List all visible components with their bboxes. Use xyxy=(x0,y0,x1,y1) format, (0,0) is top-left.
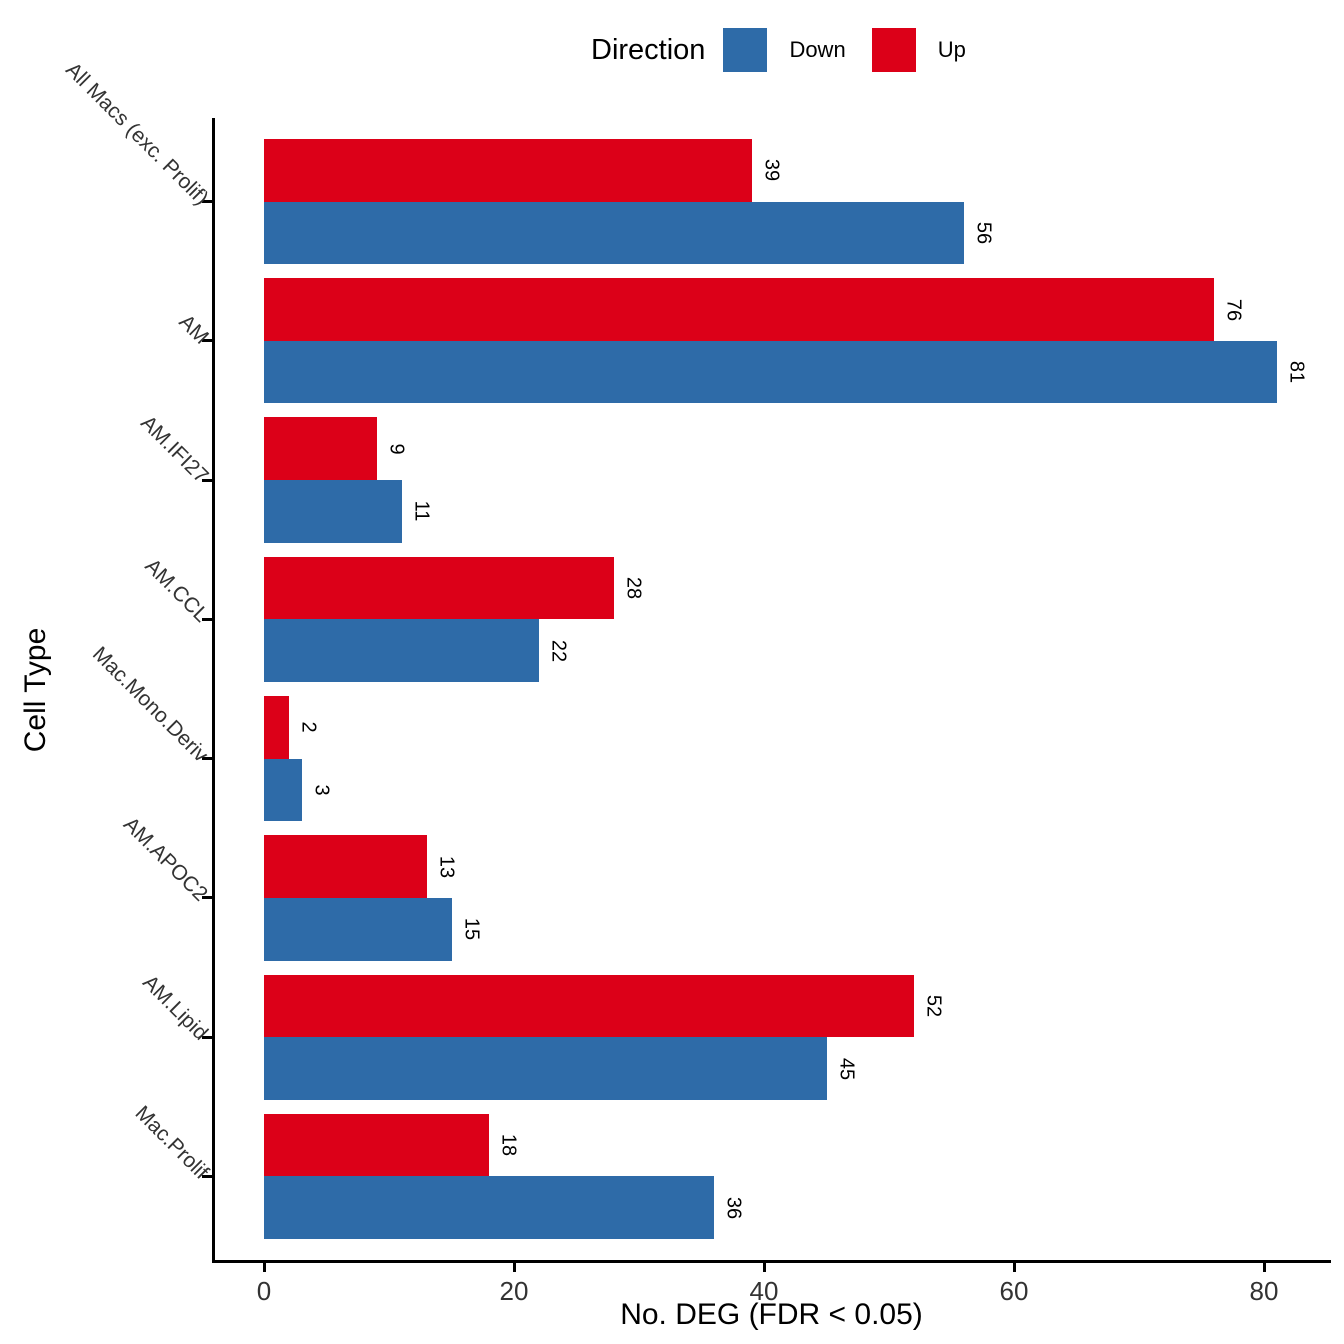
y-tick xyxy=(202,1174,212,1178)
bar-value-label: 45 xyxy=(835,1057,857,1080)
y-tick xyxy=(202,200,212,204)
bar-value-label: 56 xyxy=(972,221,995,245)
bar-up xyxy=(264,696,289,759)
bar-up xyxy=(264,556,614,620)
y-tick xyxy=(202,478,212,482)
bar-value-label: 9 xyxy=(385,443,407,455)
y-axis-line xyxy=(212,118,215,1263)
legend-label-up: Up xyxy=(937,37,966,62)
y-tick xyxy=(202,339,212,343)
y-tick-label: AM.Lipid xyxy=(138,970,213,1045)
bar-down xyxy=(264,1037,827,1100)
x-tick xyxy=(262,1263,266,1272)
y-tick-label: AM.IFI27 xyxy=(135,411,213,488)
y-tick xyxy=(202,1035,212,1039)
y-tick xyxy=(202,757,212,761)
bar-value-label: 15 xyxy=(460,918,482,941)
bar-up xyxy=(264,417,377,481)
x-tick xyxy=(1262,1263,1266,1272)
x-tick xyxy=(762,1263,766,1272)
x-axis-title: No. DEG (FDR < 0.05) xyxy=(620,1298,923,1331)
legend: Direction Down Up xyxy=(591,26,992,74)
bar-up xyxy=(264,278,1214,341)
bar-value-label: 28 xyxy=(622,576,645,600)
x-tick xyxy=(1012,1263,1016,1272)
bar-value-label: 2 xyxy=(297,721,320,733)
bar-down xyxy=(264,480,402,543)
legend-title: Direction xyxy=(591,33,706,66)
y-tick-label: AM xyxy=(173,310,213,349)
x-tick-label: 0 xyxy=(256,1276,272,1306)
x-tick-label: 60 xyxy=(999,1276,1029,1306)
y-tick-label: AM.APOC2 xyxy=(119,812,213,906)
bar-value-label: 52 xyxy=(922,994,945,1017)
bar-value-label: 22 xyxy=(547,639,570,662)
bar-up xyxy=(264,138,752,202)
bar-value-label: 11 xyxy=(410,501,432,522)
x-axis-line xyxy=(212,1260,1331,1263)
bar-down xyxy=(264,1176,714,1240)
x-tick xyxy=(512,1263,516,1272)
bar-up xyxy=(264,835,427,898)
bar-value-label: 81 xyxy=(1285,361,1307,384)
x-tick-label: 80 xyxy=(1249,1276,1279,1306)
bar-value-label: 39 xyxy=(760,159,782,182)
x-tick-label: 20 xyxy=(499,1276,529,1306)
legend-label-down: Down xyxy=(789,37,846,62)
bar-value-label: 13 xyxy=(435,855,457,878)
bar-down xyxy=(264,897,452,961)
bar-value-label: 36 xyxy=(722,1196,745,1219)
bar-down xyxy=(264,201,964,265)
bar-value-label: 3 xyxy=(310,784,332,796)
y-tick-label: AM.CCL xyxy=(140,554,213,628)
bar-value-label: 18 xyxy=(497,1133,520,1157)
bar-value-label: 76 xyxy=(1222,298,1245,321)
bar-down xyxy=(264,619,539,683)
y-tick-label: Mac.Prolif xyxy=(130,1101,213,1185)
y-tick-label: Mac.Mono.Deriv xyxy=(88,641,213,767)
y-tick xyxy=(202,896,212,900)
bar-up xyxy=(264,974,914,1038)
legend-swatch-down xyxy=(723,28,768,72)
y-tick xyxy=(202,617,212,621)
bar-down xyxy=(264,758,302,822)
y-axis-title: Cell Type xyxy=(19,627,52,753)
y-tick-label: All Macs (exc. Prolif) xyxy=(60,57,213,210)
x-tick-label: 40 xyxy=(749,1276,779,1306)
legend-swatch-up xyxy=(871,28,916,72)
bar-up xyxy=(264,1113,489,1177)
bar-down xyxy=(264,340,1277,404)
